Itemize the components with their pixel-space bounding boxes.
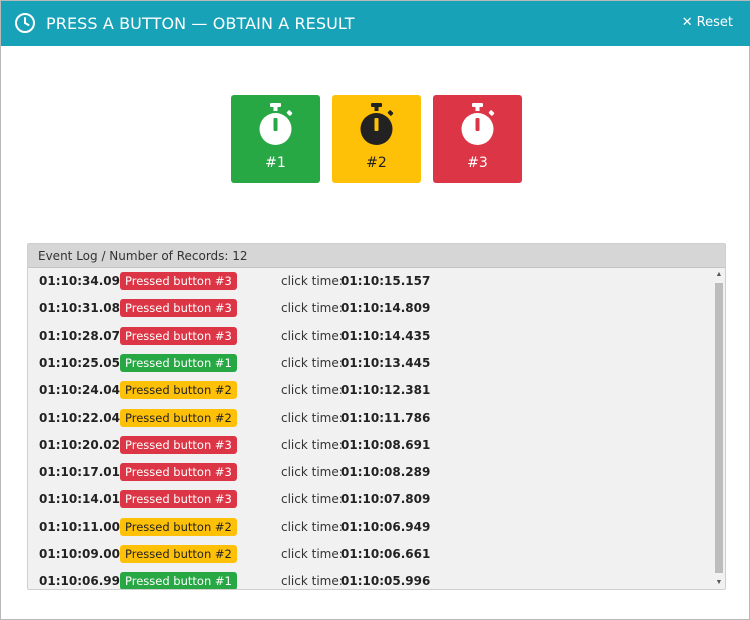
button-group: #1 #2 #3 — [231, 95, 522, 183]
event-badge: Pressed button #2 — [120, 381, 237, 399]
list-item: 01:10:11.007 Pressed button #2 click time:… — [28, 514, 714, 541]
click-time-label: click time: — [281, 574, 343, 588]
event-timestamp: 01:10:22.040 — [39, 411, 129, 425]
event-timestamp: 01:10:24.047 — [39, 383, 129, 397]
click-time-value: 01:10:15.157 — [341, 274, 431, 288]
event-log-list[interactable]: 01:10:34.098 Pressed button #3 click time:… — [28, 268, 714, 589]
button-label: #2 — [366, 155, 387, 171]
reset-button[interactable]: ✕ Reset — [682, 15, 733, 30]
click-time-label: click time: — [281, 492, 343, 506]
event-timestamp: 01:10:09.002 — [39, 547, 129, 561]
button-label: #3 — [467, 155, 488, 171]
event-badge: Pressed button #2 — [120, 518, 237, 536]
list-item: 01:10:22.040 Pressed button #2 click time:… — [28, 405, 714, 432]
list-item: 01:10:06.997 Pressed button #1 click time:… — [28, 568, 714, 589]
click-time-value: 01:10:08.289 — [341, 465, 431, 479]
click-time-label: click time: — [281, 301, 343, 315]
page-title: PRESS A BUTTON — OBTAIN A RESULT — [46, 14, 355, 33]
click-time-value: 01:10:11.786 — [341, 411, 431, 425]
event-badge: Pressed button #1 — [120, 572, 237, 589]
event-timestamp: 01:10:28.078 — [39, 329, 129, 343]
event-badge: Pressed button #2 — [120, 409, 237, 427]
click-time-value: 01:10:06.949 — [341, 520, 431, 534]
click-time-label: click time: — [281, 520, 343, 534]
list-item: 01:10:14.012 Pressed button #3 click time:… — [28, 486, 714, 513]
click-time-value: 01:10:05.996 — [341, 574, 431, 588]
list-item: 01:10:25.053 Pressed button #1 click time:… — [28, 350, 714, 377]
click-time-value: 01:10:06.661 — [341, 547, 431, 561]
click-time-value: 01:10:07.809 — [341, 492, 431, 506]
scrollbar-thumb[interactable] — [715, 283, 723, 573]
list-item: 01:10:17.019 Pressed button #3 click time:… — [28, 459, 714, 486]
button-2[interactable]: #2 — [332, 95, 421, 183]
scroll-down-arrow-icon[interactable]: ▼ — [715, 579, 723, 586]
event-log-header: Event Log / Number of Records: 12 — [28, 244, 725, 268]
event-badge: Pressed button #3 — [120, 299, 237, 317]
click-time-label: click time: — [281, 329, 343, 343]
event-badge: Pressed button #3 — [120, 327, 237, 345]
event-badge: Pressed button #3 — [120, 490, 237, 508]
list-item: 01:10:28.078 Pressed button #3 click time:… — [28, 323, 714, 350]
event-timestamp: 01:10:20.026 — [39, 438, 129, 452]
list-item: 01:10:24.047 Pressed button #2 click time:… — [28, 377, 714, 404]
event-timestamp: 01:10:14.012 — [39, 492, 129, 506]
click-time-label: click time: — [281, 547, 343, 561]
event-timestamp: 01:10:25.053 — [39, 356, 129, 370]
event-badge: Pressed button #3 — [120, 272, 237, 290]
event-timestamp: 01:10:31.087 — [39, 301, 129, 315]
clock-icon — [15, 13, 35, 33]
click-time-value: 01:10:14.809 — [341, 301, 431, 315]
event-log: Event Log / Number of Records: 12 01:10:… — [27, 243, 726, 590]
event-timestamp: 01:10:17.019 — [39, 465, 129, 479]
click-time-label: click time: — [281, 465, 343, 479]
event-badge: Pressed button #3 — [120, 463, 237, 481]
event-timestamp: 01:10:34.098 — [39, 274, 129, 288]
scroll-up-arrow-icon[interactable]: ▲ — [715, 271, 723, 278]
close-icon: ✕ — [681, 15, 693, 30]
click-time-value: 01:10:08.691 — [341, 438, 431, 452]
click-time-value: 01:10:12.381 — [341, 383, 431, 397]
scrollbar[interactable]: ▲ ▼ — [713, 268, 725, 589]
click-time-label: click time: — [281, 411, 343, 425]
stopwatch-icon — [360, 103, 394, 145]
click-time-label: click time: — [281, 356, 343, 370]
list-item: 01:10:34.098 Pressed button #3 click time:… — [28, 268, 714, 295]
button-label: #1 — [265, 155, 286, 171]
event-badge: Pressed button #2 — [120, 545, 237, 563]
stopwatch-icon — [259, 103, 293, 145]
list-item: 01:10:20.026 Pressed button #3 click time:… — [28, 432, 714, 459]
event-badge: Pressed button #1 — [120, 354, 237, 372]
event-badge: Pressed button #3 — [120, 436, 237, 454]
click-time-value: 01:10:14.435 — [341, 329, 431, 343]
list-item: 01:10:31.087 Pressed button #3 click time:… — [28, 295, 714, 322]
list-item: 01:10:09.002 Pressed button #2 click time:… — [28, 541, 714, 568]
event-timestamp: 01:10:06.997 — [39, 574, 129, 588]
top-bar: PRESS A BUTTON — OBTAIN A RESULT ✕ Reset — [1, 1, 750, 46]
button-1[interactable]: #1 — [231, 95, 320, 183]
reset-label: Reset — [696, 15, 733, 30]
event-timestamp: 01:10:11.007 — [39, 520, 129, 534]
stopwatch-icon — [461, 103, 495, 145]
click-time-label: click time: — [281, 274, 343, 288]
click-time-label: click time: — [281, 438, 343, 452]
click-time-label: click time: — [281, 383, 343, 397]
button-3[interactable]: #3 — [433, 95, 522, 183]
click-time-value: 01:10:13.445 — [341, 356, 431, 370]
